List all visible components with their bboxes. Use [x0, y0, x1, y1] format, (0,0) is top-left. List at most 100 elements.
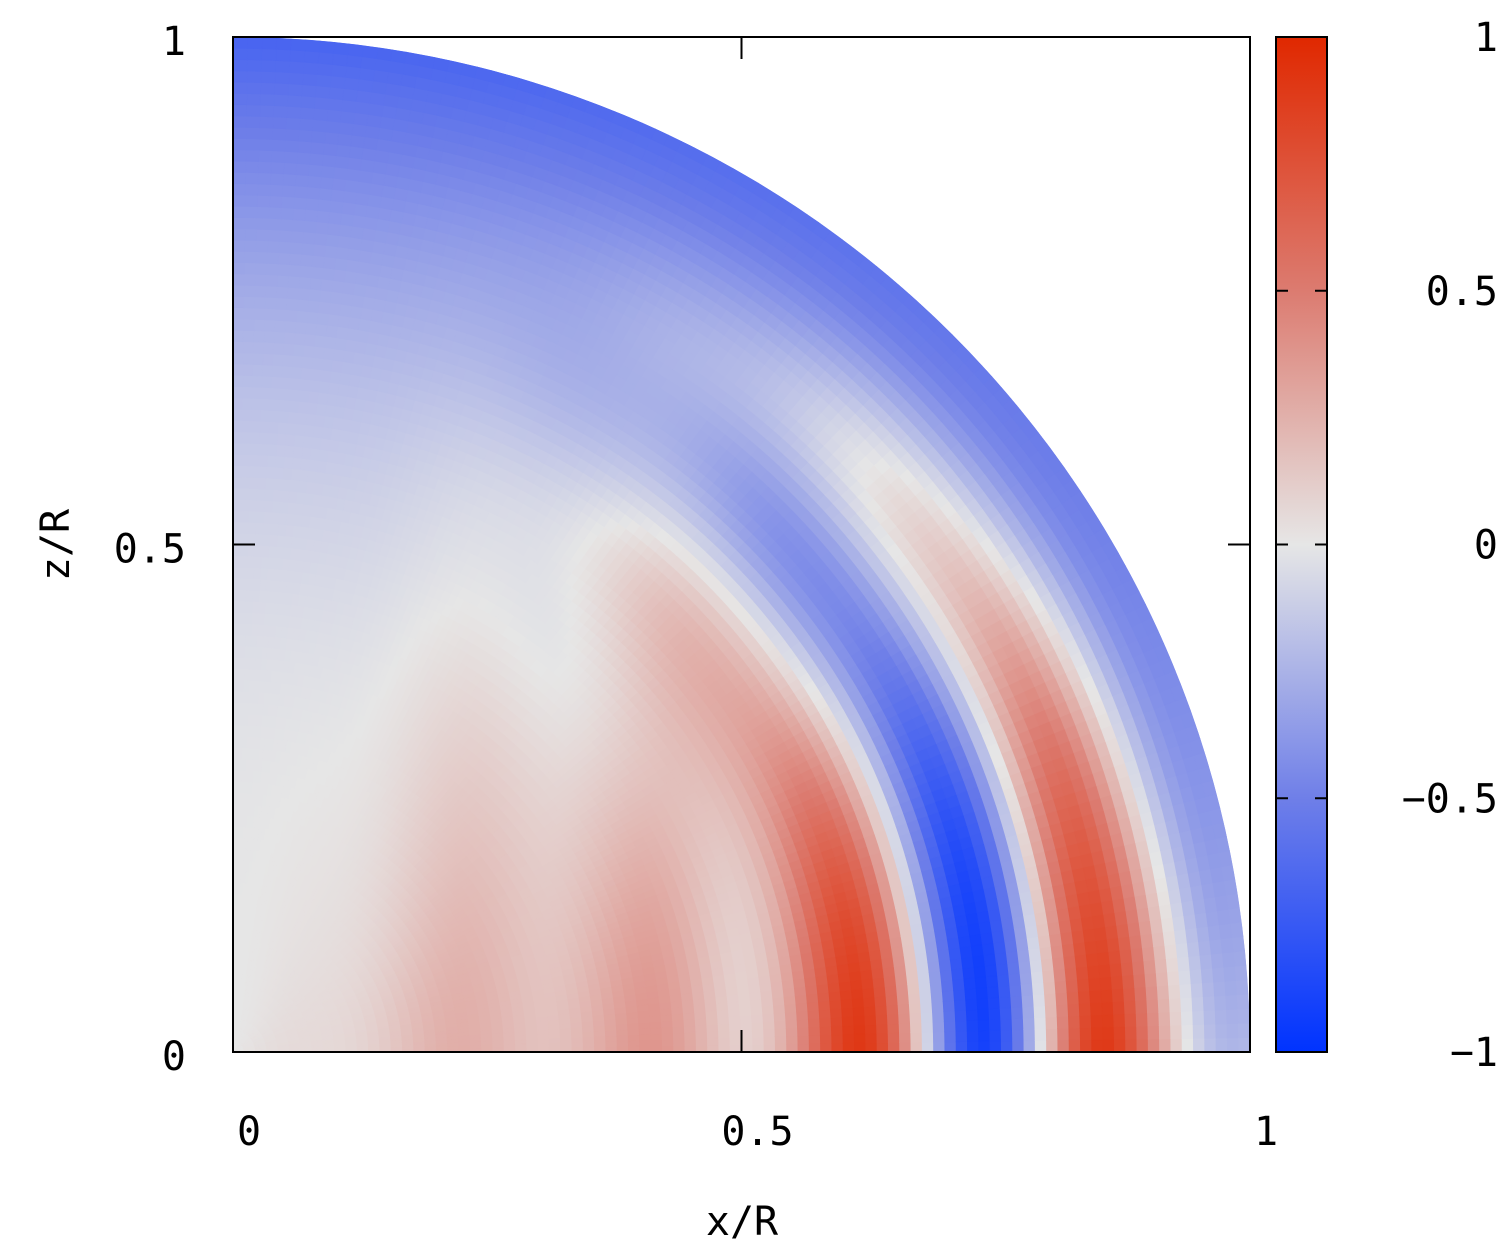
- heatmap-cell: [250, 623, 258, 636]
- heatmap-cell: [242, 690, 249, 704]
- heatmap-cell: [257, 612, 265, 625]
- heatmap-cell: [243, 668, 250, 681]
- heatmap-cell: [257, 601, 266, 614]
- heatmap-cell: [241, 724, 248, 737]
- heatmap-cell: [718, 1044, 731, 1052]
- heatmap-cell: [250, 612, 259, 625]
- heatmap-cell: [237, 668, 245, 681]
- heatmap-cell: [242, 702, 249, 715]
- heatmap-cell: [241, 735, 247, 749]
- heatmap-cell: [238, 634, 246, 647]
- heatmap-cell: [616, 1040, 629, 1047]
- heatmap-cell: [236, 747, 243, 760]
- heatmap-cell: [705, 1016, 719, 1026]
- heatmap-cell: [239, 555, 248, 568]
- heatmap-cell: [684, 1038, 697, 1046]
- heatmap-cell: [264, 590, 274, 603]
- heatmap-cell: [259, 567, 269, 580]
- heatmap-cell: [248, 679, 255, 693]
- heatmap-cell: [265, 579, 275, 592]
- heatmap-cell: [246, 555, 255, 568]
- heatmap-cell: [695, 1024, 708, 1033]
- heatmap-cell: [728, 1015, 742, 1025]
- heatmap-cell: [672, 1025, 686, 1034]
- heatmap-cell: [237, 724, 243, 737]
- heatmap-cell: [548, 1042, 562, 1048]
- heatmap-cell: [741, 1044, 754, 1052]
- heatmap-cell: [238, 623, 246, 636]
- heatmap-cell: [695, 1031, 708, 1040]
- heatmap-cell: [639, 1033, 652, 1041]
- heatmap-cell: [582, 1036, 595, 1043]
- heatmap-cell: [241, 713, 248, 726]
- heatmap-cell: [235, 803, 241, 816]
- heatmap-cell: [238, 656, 245, 670]
- heatmap-cell: [740, 1029, 754, 1038]
- heatmap-cell: [605, 1035, 618, 1042]
- heatmap-cell: [739, 1014, 753, 1024]
- heatmap-cell: [706, 1023, 719, 1033]
- heatmap-cell: [661, 1026, 674, 1035]
- heatmap-cell: [248, 668, 256, 681]
- heatmap-cell: [236, 735, 243, 749]
- heatmap-cell: [243, 657, 251, 670]
- heatmap-cell: [707, 1044, 720, 1052]
- heatmap-cell: [683, 1025, 697, 1034]
- heatmap-cell: [537, 1042, 550, 1049]
- heatmap-cell: [740, 1021, 753, 1031]
- heatmap-cell: [718, 1030, 731, 1039]
- heatmap-cell: [244, 611, 253, 625]
- heatmap-cell: [244, 634, 252, 647]
- heatmap-cell: [260, 556, 269, 569]
- heatmap-cell: [245, 578, 254, 591]
- heatmap-cell: [258, 589, 267, 603]
- heatmap-cell: [239, 544, 248, 557]
- heatmap-cell: [605, 1040, 618, 1048]
- heatmap-cell: [717, 1016, 730, 1025]
- heatmap-cell: [237, 690, 244, 703]
- heatmap-cell: [594, 1040, 607, 1048]
- heatmap-cell: [627, 1039, 641, 1047]
- heatmap-cell: [268, 545, 277, 559]
- heatmap-cell: [244, 623, 252, 636]
- heatmap-cell: [252, 578, 261, 591]
- heatmap-cell: [717, 1023, 731, 1032]
- heatmap-cell: [238, 600, 247, 613]
- heatmap-cell: [560, 1041, 573, 1048]
- heatmap-cell: [256, 623, 265, 637]
- heatmap-cell: [266, 567, 276, 581]
- heatmap-cell: [661, 1039, 675, 1047]
- heatmap-cell: [240, 747, 247, 760]
- heatmap-cell: [233, 555, 241, 568]
- heatmap-cell: [253, 555, 262, 569]
- heatmap-cell: [237, 702, 244, 715]
- heatmap-cell: [251, 600, 260, 614]
- heatmap-cell: [250, 634, 258, 648]
- heatmap-cell: [243, 645, 251, 659]
- heatmap-cell: [249, 645, 257, 659]
- heatmap-cell: [238, 645, 246, 658]
- heatmap-cell: [236, 780, 242, 794]
- heatmap-cell: [683, 1018, 696, 1027]
- heatmap-cell: [707, 1037, 720, 1046]
- heatmap-cell: [236, 792, 241, 805]
- heatmap-cell: [245, 600, 253, 613]
- heatmap-cell: [233, 566, 241, 579]
- heatmap-cell: [275, 545, 285, 559]
- heatmap-cell: [238, 611, 246, 625]
- heatmap-cell: [729, 1037, 742, 1046]
- heatmap-cell: [739, 1007, 752, 1017]
- heatmap-cell: [740, 1036, 754, 1046]
- heatmap-cell: [695, 1044, 709, 1052]
- heatmap-cell: [673, 1038, 686, 1047]
- heatmap-cell: [240, 758, 246, 771]
- heatmap-cell: [245, 589, 254, 602]
- heatmap-cell: [729, 1029, 742, 1039]
- heatmap-cell: [260, 544, 270, 558]
- heatmap-cell: [695, 1038, 708, 1046]
- heatmap-cell: [246, 566, 255, 580]
- heatmap-cell: [233, 544, 241, 557]
- heatmap-cell: [638, 1027, 652, 1036]
- heatmap-cell: [242, 679, 250, 692]
